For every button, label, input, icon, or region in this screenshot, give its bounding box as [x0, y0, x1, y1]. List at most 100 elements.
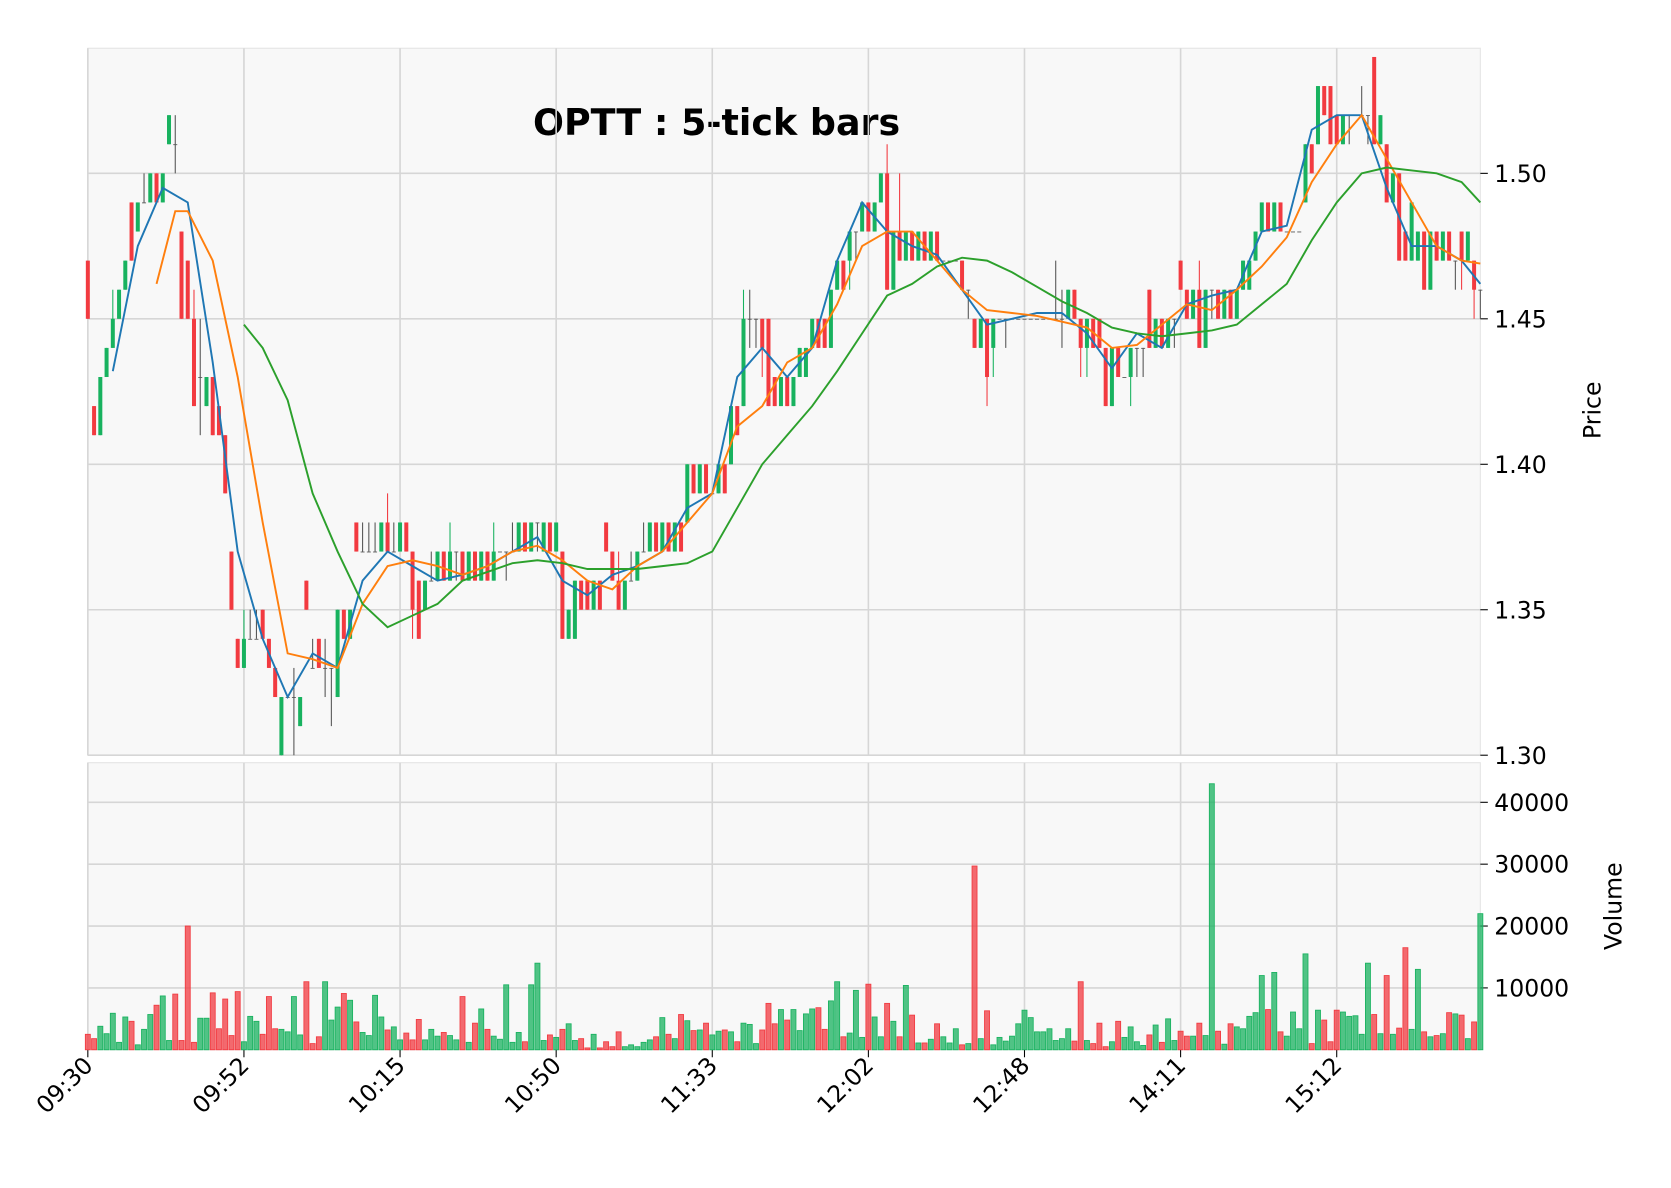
- volume-bar: [409, 1039, 416, 1051]
- volume-tick-label: 10000: [1494, 974, 1569, 1002]
- volume-bar: [578, 1038, 585, 1051]
- candle-body: [697, 464, 702, 494]
- volume-bar: [397, 1039, 403, 1051]
- volume-bar: [253, 1020, 260, 1051]
- volume-bar: [1271, 972, 1278, 1051]
- volume-axis-label: Volume: [1600, 862, 1628, 950]
- volume-bar: [515, 1032, 522, 1051]
- candle-body: [1053, 318, 1058, 320]
- volume-bar: [1071, 1040, 1078, 1051]
- volume-bar: [546, 1034, 553, 1051]
- volume-bar: [1140, 1045, 1147, 1051]
- candle-body: [1028, 318, 1033, 320]
- volume-bar: [696, 1029, 703, 1051]
- volume-bar: [965, 1043, 972, 1051]
- volume-bar: [1190, 1035, 1197, 1051]
- volume-bar: [153, 1004, 160, 1051]
- candle-body: [341, 609, 346, 639]
- candle-body: [741, 318, 746, 407]
- volume-bar: [621, 1046, 628, 1051]
- volume-bar: [678, 1014, 684, 1051]
- candle-body: [1103, 347, 1108, 407]
- candle-body: [1266, 202, 1271, 232]
- volume-bar: [846, 1032, 853, 1051]
- candle-body: [279, 697, 284, 756]
- volume-bar: [503, 984, 510, 1051]
- candle-body: [641, 551, 646, 553]
- volume-bar: [1302, 953, 1309, 1051]
- candle-body: [947, 260, 952, 262]
- volume-bar: [921, 1042, 928, 1051]
- volume-panel: [87, 762, 1481, 1051]
- volume-bar: [166, 1040, 172, 1051]
- candle-body: [747, 318, 752, 320]
- volume-bar: [571, 1040, 578, 1051]
- volume-bar: [453, 1039, 460, 1051]
- candle-body: [1222, 289, 1227, 319]
- volume-bar: [228, 1035, 235, 1051]
- candle-body: [117, 289, 122, 319]
- volume-bar: [665, 1033, 672, 1051]
- volume-bar: [590, 1033, 597, 1051]
- volume-bar: [1065, 1028, 1072, 1051]
- volume-bar: [1115, 1020, 1122, 1051]
- volume-bar: [534, 962, 541, 1051]
- candle-body: [729, 406, 734, 465]
- volume-bar: [771, 1023, 778, 1051]
- volume-bar: [347, 999, 354, 1051]
- volume-bar: [234, 991, 241, 1051]
- volume-bar: [1458, 1014, 1465, 1051]
- volume-bar: [1096, 1022, 1103, 1051]
- volume-bar: [865, 983, 872, 1051]
- volume-bar: [147, 1014, 154, 1051]
- candle-body: [373, 551, 378, 553]
- volume-bar: [1327, 1041, 1334, 1051]
- candle-body: [766, 318, 771, 407]
- candle-body: [928, 231, 933, 261]
- candle-body: [691, 464, 696, 494]
- candle-body: [1372, 56, 1377, 145]
- volume-bar: [191, 1041, 197, 1051]
- candle-body: [204, 376, 209, 407]
- x-tick-label: 10:15: [343, 1051, 411, 1119]
- volume-bar: [1127, 1026, 1134, 1051]
- volume-bar: [1084, 1040, 1090, 1051]
- moving-average-line: [243, 166, 1482, 629]
- candle-body: [660, 522, 665, 552]
- candle-body: [229, 551, 234, 610]
- candle-body: [554, 522, 559, 552]
- volume-bar: [884, 1002, 891, 1051]
- candle-body: [878, 173, 883, 203]
- candle-body: [366, 551, 371, 553]
- candle-body: [654, 522, 659, 552]
- volume-bar: [1389, 1033, 1396, 1051]
- volume-bar: [1346, 1015, 1353, 1051]
- candle-body: [1303, 144, 1308, 203]
- candle-body: [860, 202, 865, 232]
- volume-bar: [1002, 1040, 1009, 1051]
- volume-bar: [690, 1030, 697, 1051]
- volume-bar: [790, 1009, 797, 1051]
- candle-body: [185, 260, 190, 319]
- candle-body: [460, 551, 465, 581]
- volume-bar: [709, 1034, 716, 1051]
- candle-body: [491, 551, 496, 581]
- volume-bar: [472, 1022, 478, 1051]
- volume-bar: [1090, 1043, 1097, 1051]
- volume-bar: [1227, 1023, 1234, 1051]
- volume-bar: [222, 998, 229, 1051]
- volume-bar: [703, 1022, 709, 1051]
- candle-body: [198, 376, 203, 378]
- candle-body: [497, 551, 502, 553]
- volume-bar: [334, 1006, 341, 1051]
- volume-bar: [478, 1008, 485, 1051]
- volume-bar: [653, 1036, 660, 1051]
- candle-body: [1209, 289, 1214, 291]
- volume-bar: [509, 1041, 516, 1051]
- volume-bar: [428, 1028, 435, 1051]
- volume-bar: [859, 1036, 866, 1051]
- volume-bar: [484, 1028, 491, 1051]
- candle-body: [335, 609, 340, 698]
- volume-bar: [1046, 1028, 1053, 1051]
